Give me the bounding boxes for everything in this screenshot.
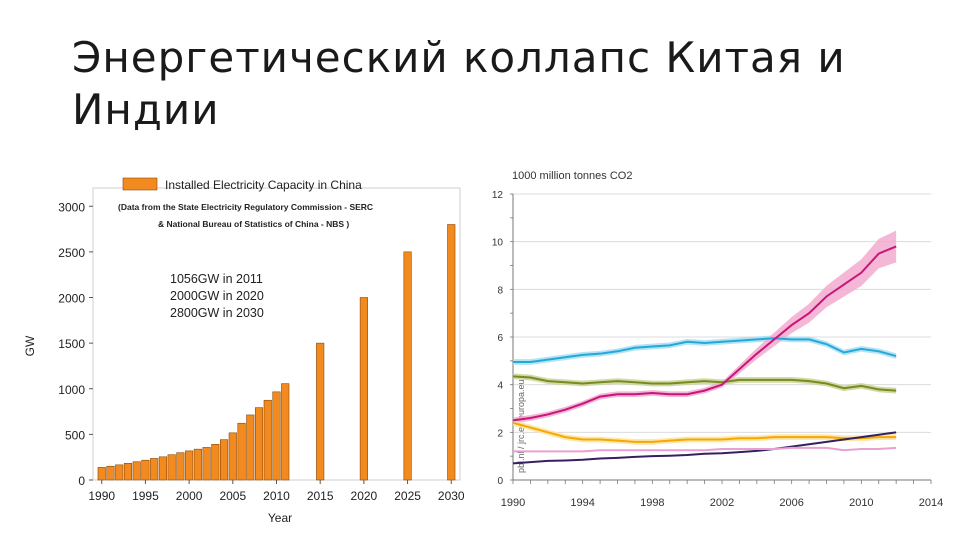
y-tick-label: 2 <box>497 428 503 439</box>
bar <box>202 447 211 481</box>
chart-subtitle: & National Bureau of Statistics of China… <box>158 219 349 229</box>
x-tick-label: 2030 <box>438 489 465 503</box>
bar <box>141 459 150 481</box>
bar <box>316 342 325 481</box>
bar <box>211 444 220 481</box>
uncertainty-band <box>513 230 897 424</box>
bar <box>193 448 202 481</box>
y-tick-label: 6 <box>497 333 503 344</box>
bar <box>158 456 167 481</box>
x-tick-label: 2005 <box>219 489 246 503</box>
bar <box>246 414 255 481</box>
x-tick-label: 2014 <box>919 497 943 509</box>
x-tick-label: 2002 <box>710 497 734 509</box>
annotation-line: 2000GW in 2020 <box>170 289 264 303</box>
x-tick-label: 2000 <box>176 489 203 503</box>
co2-line-chart: 0 2 4 6 8 10 12 1990 1994 1998 2002 2006 2010 2014 100… <box>492 170 943 509</box>
bar <box>123 463 133 481</box>
bar <box>176 452 185 481</box>
bar <box>220 439 229 481</box>
bar <box>150 458 159 481</box>
bar <box>254 407 264 481</box>
uncertainty-band <box>513 335 897 365</box>
chart-subtitle: (Data from the State Electricity Regulat… <box>118 202 373 212</box>
y-axis-label: GW <box>23 335 37 356</box>
chart-title: 1000 million tonnes CO2 <box>512 170 632 182</box>
x-tick-label: 2015 <box>307 489 334 503</box>
y-tick-label: 3000 <box>58 200 85 214</box>
legend-swatch <box>122 177 158 191</box>
x-axis-label: Year <box>268 511 292 525</box>
legend-label: Installed Electricity Capacity in China <box>165 178 362 192</box>
bar <box>132 461 141 481</box>
bar <box>97 467 106 481</box>
annotation-line: 2800GW in 2030 <box>170 306 264 320</box>
series-line <box>512 421 897 443</box>
bar <box>272 391 281 481</box>
bar <box>228 432 237 481</box>
bar <box>447 224 456 481</box>
capacity-bar-chart: 0 500 1000 1500 2000 2500 3000 1990 1995 2000 2005… <box>23 177 465 525</box>
bar <box>167 454 176 481</box>
x-tick-label: 1998 <box>640 497 664 509</box>
y-tick-label: 8 <box>497 285 503 296</box>
y-tick-label: 1000 <box>58 383 85 397</box>
y-tick-label: 12 <box>492 190 504 201</box>
y-tick-label: 10 <box>492 238 504 249</box>
bar <box>185 450 194 481</box>
x-tick-label: 2006 <box>779 497 803 509</box>
x-tick-label: 1995 <box>132 489 159 503</box>
bar <box>237 422 246 481</box>
annotation-line: 1056GW in 2011 <box>170 272 263 286</box>
bar <box>263 399 272 481</box>
series-line <box>512 375 897 392</box>
uncertainty-band <box>513 419 897 445</box>
uncertainty-band <box>513 373 897 394</box>
x-tick-label: 2025 <box>394 489 421 503</box>
y-tick-label: 500 <box>65 428 85 442</box>
y-tick-label: 0 <box>497 476 503 487</box>
x-tick-label: 2010 <box>849 497 873 509</box>
series-line <box>512 245 897 422</box>
slide-title: Энергетический коллапс Китая и Индии <box>72 33 846 134</box>
y-tick-label: 2500 <box>58 246 85 260</box>
series-line <box>513 337 897 364</box>
bar <box>403 251 412 481</box>
x-tick-label: 2020 <box>351 489 378 503</box>
bar <box>281 383 290 481</box>
series-line <box>513 446 897 453</box>
y-tick-label: 1500 <box>58 337 85 351</box>
x-tick-label: 1990 <box>88 489 115 503</box>
y-tick-label: 0 <box>78 474 85 488</box>
y-tick-label: 2000 <box>58 292 85 306</box>
bar <box>115 464 124 481</box>
x-tick-label: 1994 <box>570 497 594 509</box>
series-line <box>512 431 897 465</box>
bar <box>106 465 115 481</box>
bar <box>359 297 368 481</box>
x-tick-label: 1990 <box>501 497 525 509</box>
y-tick-label: 4 <box>497 381 503 392</box>
x-tick-label: 2010 <box>263 489 290 503</box>
